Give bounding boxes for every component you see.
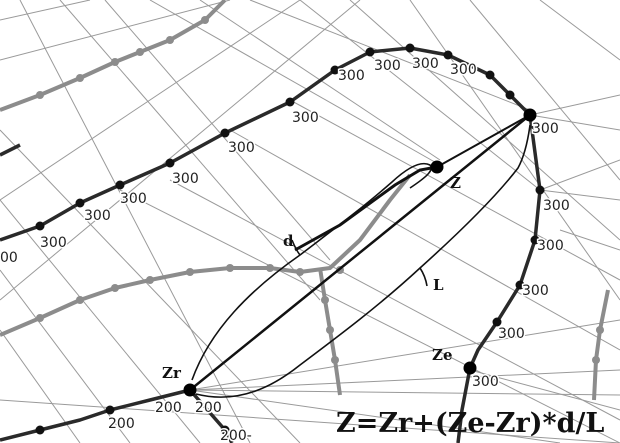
label-300: 300 bbox=[374, 58, 401, 74]
label-300: 300 bbox=[228, 140, 255, 156]
node-ze bbox=[463, 361, 477, 375]
label-ze: Ze bbox=[432, 346, 453, 364]
label-l: L bbox=[433, 276, 444, 294]
node-top-right bbox=[523, 108, 537, 122]
label-300: 300 bbox=[498, 326, 525, 342]
label-300: 300 bbox=[120, 191, 147, 207]
label-300: 300 bbox=[522, 283, 549, 299]
label-300: 300 bbox=[472, 374, 499, 390]
node-z bbox=[430, 160, 444, 174]
label-300: 300 bbox=[412, 56, 439, 72]
label-zr: Zr bbox=[162, 364, 182, 382]
dark-contours bbox=[0, 46, 542, 443]
label-200-partial: 200- bbox=[220, 428, 252, 443]
construction-lines bbox=[189, 114, 531, 398]
label-300: 300 bbox=[40, 235, 67, 251]
key-nodes bbox=[183, 108, 537, 397]
label-300: 300 bbox=[338, 68, 365, 84]
label-300: 300 bbox=[537, 238, 564, 254]
interpolation-formula: Z=Zr+(Ze-Zr)*d/L bbox=[336, 408, 604, 439]
node-zr bbox=[183, 383, 197, 397]
label-200: 200 bbox=[108, 416, 135, 432]
label-300: 300 bbox=[543, 198, 570, 214]
label-d: d bbox=[283, 232, 294, 250]
label-300: 300 bbox=[172, 171, 199, 187]
label-z: Z bbox=[450, 174, 461, 192]
contour-labels: 300 300 300 300 300 300 300 300 300 300 … bbox=[0, 55, 571, 443]
label-300: 300 bbox=[84, 208, 111, 224]
gray-contour-nodes bbox=[36, 16, 604, 364]
label-200: 200 bbox=[195, 400, 222, 416]
point-labels: Z Zr Ze d L bbox=[162, 174, 461, 382]
label-300: 300 bbox=[450, 62, 477, 78]
label-200: 200 bbox=[155, 400, 182, 416]
dark-contour-nodes bbox=[35, 43, 545, 435]
label-300: 300 bbox=[292, 110, 319, 126]
label-300: 300 bbox=[532, 121, 559, 137]
label-300-partial: 00 bbox=[0, 250, 18, 266]
